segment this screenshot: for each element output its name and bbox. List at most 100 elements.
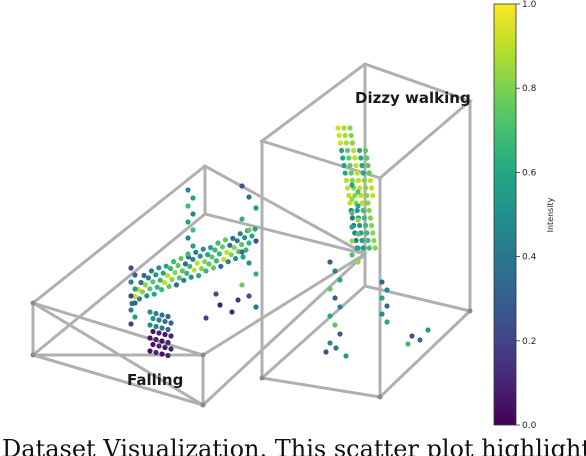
point-marker xyxy=(224,249,230,255)
point-marker xyxy=(148,268,154,274)
point-marker xyxy=(153,310,159,317)
point-marker xyxy=(159,351,165,357)
point-marker xyxy=(337,140,343,146)
point-marker xyxy=(181,277,187,283)
point-marker xyxy=(367,215,373,221)
point-marker xyxy=(196,273,202,279)
point-marker xyxy=(337,277,343,283)
point-marker xyxy=(369,222,375,229)
point-marker xyxy=(154,284,160,290)
point-marker xyxy=(364,230,370,236)
point-marker xyxy=(379,311,385,317)
point-marker xyxy=(136,296,142,302)
point-marker xyxy=(202,259,208,265)
point-marker xyxy=(156,330,162,336)
point-marker xyxy=(233,256,239,262)
point-marker xyxy=(205,252,211,258)
point-marker xyxy=(156,265,162,271)
point-marker xyxy=(162,280,168,286)
point-marker xyxy=(347,162,353,169)
point-marker xyxy=(185,219,191,225)
point-marker xyxy=(354,170,360,176)
point-marker xyxy=(203,268,209,274)
point-marker xyxy=(225,259,231,265)
colorbar-tick-label: 0.0 xyxy=(522,421,537,431)
point-marker xyxy=(210,265,216,271)
point-marker xyxy=(332,322,338,328)
point-marker xyxy=(160,270,166,276)
colorbar-tick-label: 0.2 xyxy=(522,337,536,347)
point-marker xyxy=(229,309,235,315)
figure-caption: Dataset Visualization. This scatter plot… xyxy=(2,435,586,456)
point-marker xyxy=(348,170,354,176)
vertex xyxy=(467,308,473,314)
point-marker xyxy=(357,185,363,191)
point-marker xyxy=(132,293,138,300)
point-marker xyxy=(365,237,371,244)
point-marker xyxy=(364,192,370,199)
point-marker xyxy=(197,253,203,259)
dizzy-points xyxy=(323,125,431,359)
point-marker xyxy=(347,200,353,206)
point-marker xyxy=(138,279,144,286)
point-marker xyxy=(145,275,151,281)
point-marker xyxy=(215,240,221,246)
point-marker xyxy=(213,258,219,264)
colorbar-tick-label: 0.4 xyxy=(522,253,537,263)
point-marker xyxy=(341,125,347,131)
point-marker xyxy=(337,304,343,310)
point-marker xyxy=(355,217,361,223)
point-marker xyxy=(349,140,355,146)
point-marker xyxy=(159,312,165,318)
point-marker xyxy=(147,309,153,315)
point-marker xyxy=(349,215,355,221)
point-marker xyxy=(366,245,372,251)
point-marker xyxy=(246,194,252,200)
point-marker xyxy=(246,240,252,246)
point-marker xyxy=(239,249,245,255)
point-marker xyxy=(153,336,159,343)
point-marker xyxy=(166,283,172,290)
point-marker xyxy=(191,267,197,273)
point-marker xyxy=(199,266,205,272)
point-marker xyxy=(365,200,371,206)
point-marker xyxy=(172,269,178,276)
point-marker xyxy=(372,245,378,251)
point-marker xyxy=(239,183,245,189)
point-marker xyxy=(193,249,199,255)
point-marker xyxy=(349,196,355,202)
point-marker xyxy=(228,252,234,258)
point-marker xyxy=(153,323,159,330)
point-marker xyxy=(128,321,134,327)
point-marker xyxy=(332,295,338,301)
point-marker xyxy=(253,304,259,310)
point-marker xyxy=(355,245,361,251)
point-marker xyxy=(327,340,333,346)
point-marker xyxy=(369,185,375,191)
point-marker xyxy=(185,251,191,257)
point-marker xyxy=(128,307,134,313)
point-marker xyxy=(341,162,347,169)
colorbar-tick-label: 0.6 xyxy=(522,168,537,178)
point-marker xyxy=(212,247,218,253)
point-marker xyxy=(206,261,212,267)
point-marker xyxy=(353,237,359,244)
point-marker xyxy=(365,162,371,169)
point-marker xyxy=(249,233,255,239)
point-marker xyxy=(239,242,245,248)
point-marker xyxy=(165,313,171,320)
point-marker xyxy=(176,275,182,281)
vertex xyxy=(377,394,383,400)
point-marker xyxy=(235,297,241,303)
point-marker xyxy=(363,222,369,229)
point-marker xyxy=(349,210,355,216)
vertex xyxy=(200,352,206,358)
point-marker xyxy=(405,341,411,347)
point-marker xyxy=(253,271,259,277)
point-marker xyxy=(162,318,168,325)
point-marker xyxy=(342,132,348,139)
point-marker xyxy=(150,315,156,322)
point-marker xyxy=(231,245,237,251)
point-marker xyxy=(190,227,196,233)
